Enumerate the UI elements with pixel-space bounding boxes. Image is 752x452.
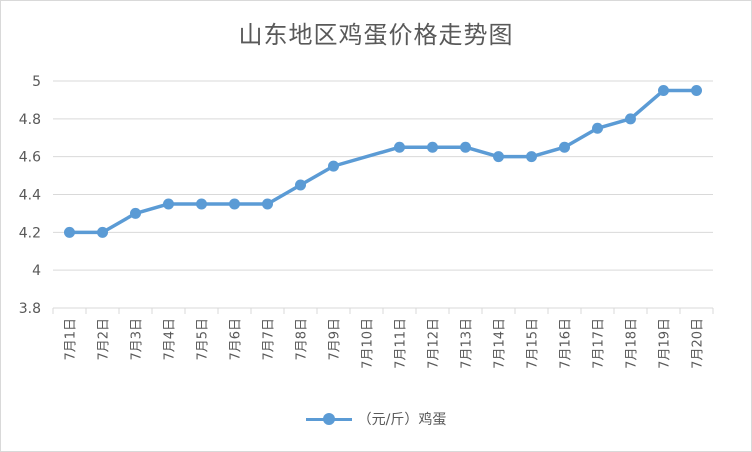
x-tick-label: 7月6日 (229, 318, 244, 361)
x-tick-label: 7月18日 (625, 318, 640, 369)
data-point (658, 84, 669, 96)
y-tick-label: 4.6 (19, 150, 41, 166)
y-tick-label: 4.8 (19, 112, 41, 128)
x-tick-label: 7月17日 (592, 318, 607, 369)
y-tick-label: 5 (32, 74, 41, 90)
x-tick-label: 7月10日 (361, 318, 376, 369)
x-tick-label: 7月7日 (262, 318, 277, 361)
x-tick-label: 7月13日 (460, 318, 475, 369)
x-tick-label: 7月14日 (493, 318, 508, 369)
data-point (97, 226, 108, 238)
data-point (394, 141, 405, 153)
data-point (295, 179, 306, 191)
y-tick-label: 4 (32, 263, 41, 279)
data-point (691, 84, 702, 96)
data-point (229, 198, 240, 210)
data-point (427, 141, 438, 153)
x-tick-label: 7月12日 (427, 318, 442, 369)
data-point (130, 207, 141, 219)
data-point (526, 151, 537, 163)
data-point (559, 141, 570, 153)
legend-label: （元/斤）鸡蛋 (357, 412, 447, 428)
x-tick-label: 7月16日 (559, 318, 574, 369)
data-point (493, 151, 504, 163)
y-tick-label: 3.8 (19, 301, 41, 317)
data-point (328, 160, 339, 172)
data-point (592, 122, 603, 134)
data-point (625, 113, 636, 125)
x-tick-label: 7月8日 (295, 318, 310, 361)
series-layer (64, 84, 702, 238)
x-tick-label: 7月2日 (97, 318, 112, 361)
x-tick-label: 7月11日 (394, 318, 409, 369)
y-axis-tick-labels: 3.8 4 4.2 4.4 4.6 4.8 5 (19, 74, 41, 317)
data-point (460, 141, 471, 153)
data-point (262, 198, 273, 210)
x-tick-label: 7月9日 (328, 318, 343, 361)
data-point (64, 226, 75, 238)
x-tick-label: 7月5日 (196, 318, 211, 361)
chart-title: 山东地区鸡蛋价格走势图 (238, 21, 514, 49)
series-line (69, 88, 697, 235)
x-tick-label: 7月4日 (163, 318, 178, 361)
x-tick-label: 7月1日 (64, 318, 79, 361)
data-point (163, 198, 174, 210)
y-tick-label: 4.4 (19, 188, 41, 204)
gridlines (53, 80, 713, 309)
x-axis-tick-labels: 7月1日 7月2日 7月3日 7月4日 7月5日 7月6日 7月7日 7月8日 7月9日 7月10… (64, 318, 706, 369)
data-point (196, 198, 207, 210)
x-tick-label: 7月20日 (691, 318, 706, 369)
x-axis (52, 307, 714, 314)
legend-line-marker-icon (305, 412, 352, 426)
x-tick-label: 7月3日 (130, 318, 145, 361)
y-tick-label: 4.2 (19, 225, 41, 241)
x-tick-label: 7月15日 (526, 318, 541, 369)
x-tick-label: 7月19日 (658, 318, 673, 369)
legend: （元/斤）鸡蛋 (1, 409, 751, 429)
